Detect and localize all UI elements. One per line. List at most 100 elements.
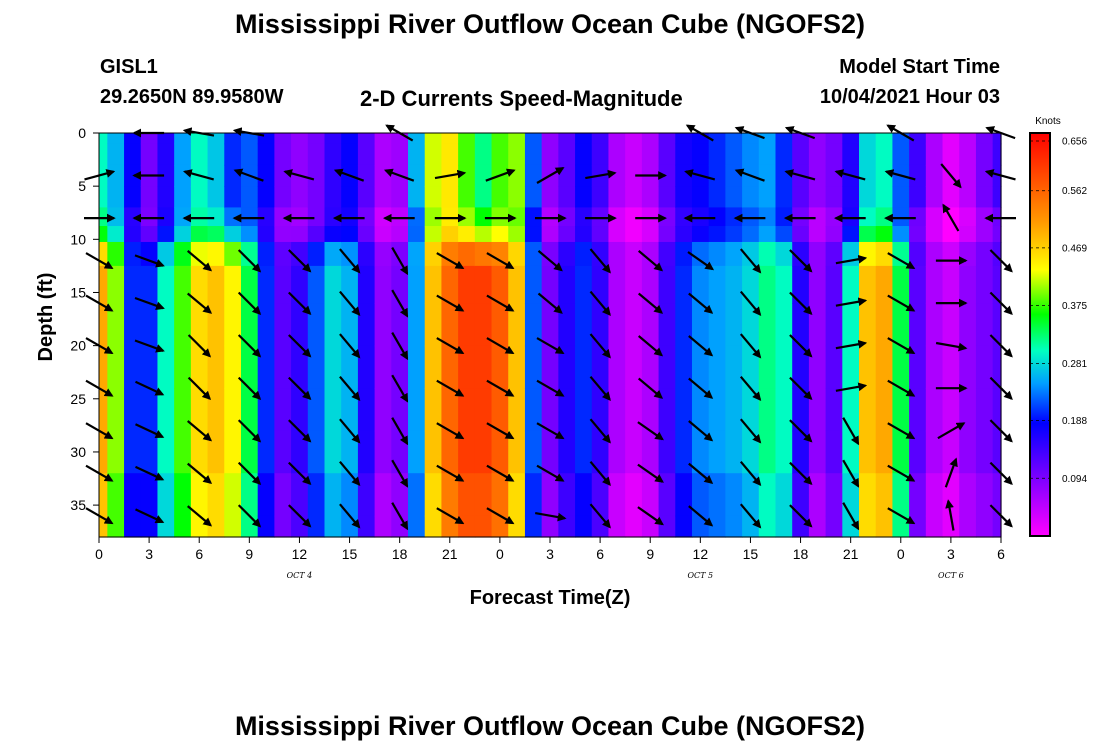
heatmap-cell: [324, 226, 342, 243]
heatmap-cell: [541, 303, 559, 347]
current-vector: [536, 464, 565, 482]
heatmap-cell: [174, 164, 192, 187]
current-vector: [237, 376, 262, 401]
heatmap-cell: [808, 164, 827, 187]
heatmap-cell: [474, 226, 493, 243]
heatmap-cell: [274, 515, 292, 538]
current-vector: [842, 417, 860, 446]
heatmap-cell: [541, 473, 559, 517]
heatmap-cell: [107, 186, 125, 209]
heatmap-cell: [591, 143, 610, 166]
heatmap-cell: [942, 226, 960, 243]
heatmap-cell: [441, 241, 459, 267]
heatmap-cell: [658, 430, 676, 474]
current-vector: [288, 419, 312, 443]
heatmap-cell: [441, 473, 459, 517]
heatmap-cell: [424, 388, 443, 432]
x-tick-label: 12: [693, 546, 709, 562]
colorbar: [1029, 132, 1051, 537]
heatmap-cell: [575, 207, 593, 227]
heatmap-cell: [842, 143, 860, 166]
current-vector: [887, 294, 916, 312]
heatmap-cell: [107, 133, 125, 145]
heatmap-cell: [875, 133, 894, 145]
heatmap-cell: [408, 473, 426, 517]
current-vector: [789, 504, 813, 528]
current-vector: [486, 464, 515, 482]
heatmap-cell: [307, 515, 326, 538]
heatmap-cell: [174, 515, 192, 538]
y-axis-label: Depth (ft): [35, 273, 57, 362]
heatmap-cell: [758, 388, 777, 432]
heatmap-cell: [775, 164, 793, 187]
current-vector: [135, 423, 165, 439]
heatmap-cell: [808, 265, 827, 304]
heatmap-cell: [441, 186, 459, 209]
heatmap-cell: [408, 265, 426, 304]
heatmap-cell: [658, 345, 676, 389]
current-vector: [237, 334, 262, 358]
heatmap-cell: [408, 186, 426, 209]
heatmap-cell: [458, 515, 476, 538]
heatmap-cell: [174, 265, 192, 304]
heatmap-cell: [307, 303, 326, 347]
heatmap-cell: [575, 388, 593, 432]
current-vector: [486, 337, 515, 355]
heatmap-cell: [608, 430, 626, 474]
x-tick-label: 18: [793, 546, 809, 562]
heatmap-cell: [658, 164, 676, 187]
current-vector: [637, 506, 664, 526]
heatmap-cell: [992, 473, 1002, 517]
y-tick-label: 10: [70, 231, 86, 247]
heatmap-cell: [357, 430, 376, 474]
heatmap-cell: [725, 515, 743, 538]
heatmap-cell: [274, 226, 292, 243]
heatmap-cell: [708, 133, 726, 145]
current-vector: [739, 333, 762, 359]
heatmap-cell: [975, 133, 994, 145]
heatmap-cell: [357, 303, 376, 347]
heatmap-cell: [909, 430, 927, 474]
heatmap-cell: [591, 133, 610, 145]
current-vector: [486, 294, 515, 312]
heatmap-cell: [524, 303, 543, 347]
heatmap-cell: [792, 241, 810, 267]
heatmap-cell: [675, 143, 693, 166]
x-tick-label: 21: [843, 546, 859, 562]
heatmap-cell: [240, 143, 259, 166]
heatmap-cell: [140, 473, 159, 517]
heatmap-cell: [157, 143, 175, 166]
current-vector: [383, 168, 415, 182]
heatmap-cell: [307, 430, 326, 474]
heatmap-cell: [424, 207, 443, 227]
heatmap-cell: [975, 241, 994, 267]
heatmap-cell: [174, 226, 192, 243]
heatmap-cell: [909, 164, 927, 187]
heatmap-cell: [708, 164, 726, 187]
heatmap-cell: [575, 515, 593, 538]
current-vector: [288, 504, 312, 528]
heatmap-cell: [140, 133, 159, 145]
heatmap-cell: [224, 345, 242, 389]
heatmap-cell: [909, 133, 927, 145]
heatmap-cell: [792, 265, 810, 304]
heatmap-cell: [909, 226, 927, 243]
heatmap-cell: [942, 345, 960, 389]
heatmap-cell: [691, 143, 710, 166]
current-vector: [436, 337, 465, 355]
heatmap-cell: [207, 265, 225, 304]
heatmap-cell: [508, 265, 526, 304]
heatmap-cell: [190, 515, 209, 538]
heatmap-cell: [808, 207, 827, 227]
heatmap-cell: [357, 265, 376, 304]
heatmap-cell: [357, 515, 376, 538]
heatmap-cell: [909, 303, 927, 347]
current-vector: [186, 420, 213, 442]
heatmap-cell: [124, 143, 142, 166]
heatmap-cell: [975, 430, 994, 474]
heatmap-cell: [942, 473, 960, 517]
heatmap-cell: [875, 345, 894, 389]
current-vector: [333, 168, 365, 182]
heatmap-cell: [157, 345, 175, 389]
current-vector: [537, 292, 563, 314]
